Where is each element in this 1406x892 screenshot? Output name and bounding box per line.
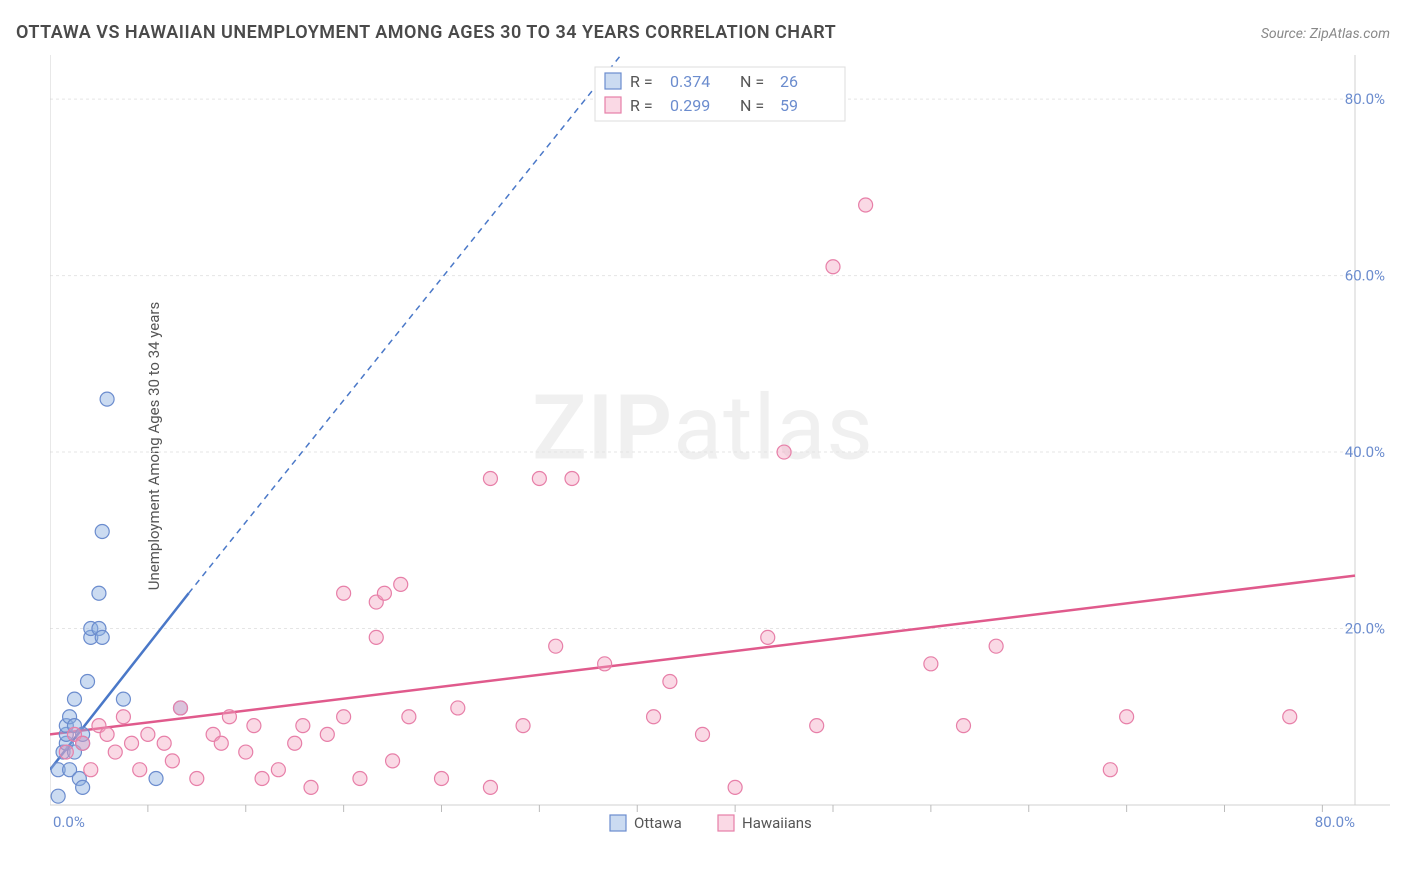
legend-swatch [605, 97, 621, 113]
data-point [296, 719, 310, 733]
y-tick-label: 20.0% [1345, 620, 1385, 638]
data-point [435, 772, 449, 786]
y-tick-label: 60.0% [1345, 267, 1385, 285]
legend-r-value: 0.299 [670, 96, 710, 115]
data-point [337, 586, 351, 600]
data-point [1283, 710, 1297, 724]
data-point [59, 745, 73, 759]
legend-r-label: R = [630, 72, 653, 91]
data-point [76, 736, 90, 750]
data-point [777, 445, 791, 459]
y-tick-label: 40.0% [1345, 443, 1385, 461]
data-point [826, 260, 840, 274]
data-point [663, 674, 677, 688]
data-point [532, 472, 546, 486]
series-label: Hawaiians [742, 814, 812, 832]
data-point [924, 657, 938, 671]
data-point [377, 586, 391, 600]
legend-r-label: R = [630, 96, 653, 115]
trend-line [50, 576, 1355, 735]
data-point [989, 639, 1003, 653]
data-point [133, 763, 147, 777]
data-point [859, 198, 873, 212]
data-point [51, 789, 65, 803]
series-swatch [718, 815, 734, 831]
data-point [100, 392, 114, 406]
data-point [84, 763, 98, 777]
source-label: Source: ZipAtlas.com [1261, 26, 1390, 42]
data-point [214, 736, 228, 750]
data-point [451, 701, 465, 715]
legend-swatch [605, 73, 621, 89]
data-point [92, 586, 106, 600]
trend-line-ext [189, 55, 621, 593]
data-point [190, 772, 204, 786]
x-min-label: 0.0% [53, 813, 85, 831]
data-point [174, 701, 188, 715]
data-point [353, 772, 367, 786]
legend-n-value: 26 [780, 72, 798, 91]
data-point [386, 754, 400, 768]
data-point [647, 710, 661, 724]
data-point [271, 763, 285, 777]
data-point [1120, 710, 1134, 724]
series-label: Ottawa [634, 814, 682, 832]
data-point [483, 472, 497, 486]
data-point [141, 727, 155, 741]
chart-svg: 20.0% 40.0% 60.0% 80.0% R = 0.374 N = 26 R = 0.2… [50, 55, 1390, 835]
data-point [1103, 763, 1117, 777]
data-point [337, 710, 351, 724]
data-point [288, 736, 302, 750]
data-point [108, 745, 122, 759]
data-point [320, 727, 334, 741]
data-point [957, 719, 971, 733]
data-point [810, 719, 824, 733]
data-point [247, 719, 261, 733]
data-point [696, 727, 710, 741]
data-point [157, 736, 171, 750]
data-point [95, 630, 109, 644]
legend-n-value: 59 [780, 96, 798, 115]
data-point [165, 754, 179, 768]
series-swatch [610, 815, 626, 831]
data-point [304, 780, 318, 794]
data-point [100, 727, 114, 741]
legend-stats: R = 0.374 N = 26 R = 0.299 N = 59 [595, 67, 845, 121]
data-point [761, 630, 775, 644]
data-point [369, 630, 383, 644]
legend-n-label: N = [740, 96, 764, 115]
data-point [255, 772, 269, 786]
data-point [76, 780, 90, 794]
data-point [402, 710, 416, 724]
data-point [239, 745, 253, 759]
data-point [565, 472, 579, 486]
chart-title: OTTAWA VS HAWAIIAN UNEMPLOYMENT AMONG AG… [16, 22, 836, 43]
data-point [394, 577, 408, 591]
data-point [222, 710, 236, 724]
legend-n-label: N = [740, 72, 764, 91]
data-point [125, 736, 139, 750]
data-point [549, 639, 563, 653]
legend-r-value: 0.374 [670, 72, 710, 91]
y-tick-label: 80.0% [1345, 90, 1385, 108]
data-point [149, 772, 163, 786]
data-point [728, 780, 742, 794]
data-point [516, 719, 530, 733]
x-max-label: 80.0% [1315, 813, 1355, 831]
data-point [81, 674, 95, 688]
data-point [116, 692, 130, 706]
legend-series: Ottawa Hawaiians [610, 814, 812, 832]
data-point [598, 657, 612, 671]
data-point [116, 710, 130, 724]
data-point [483, 780, 497, 794]
data-point [67, 692, 81, 706]
data-point [95, 524, 109, 538]
